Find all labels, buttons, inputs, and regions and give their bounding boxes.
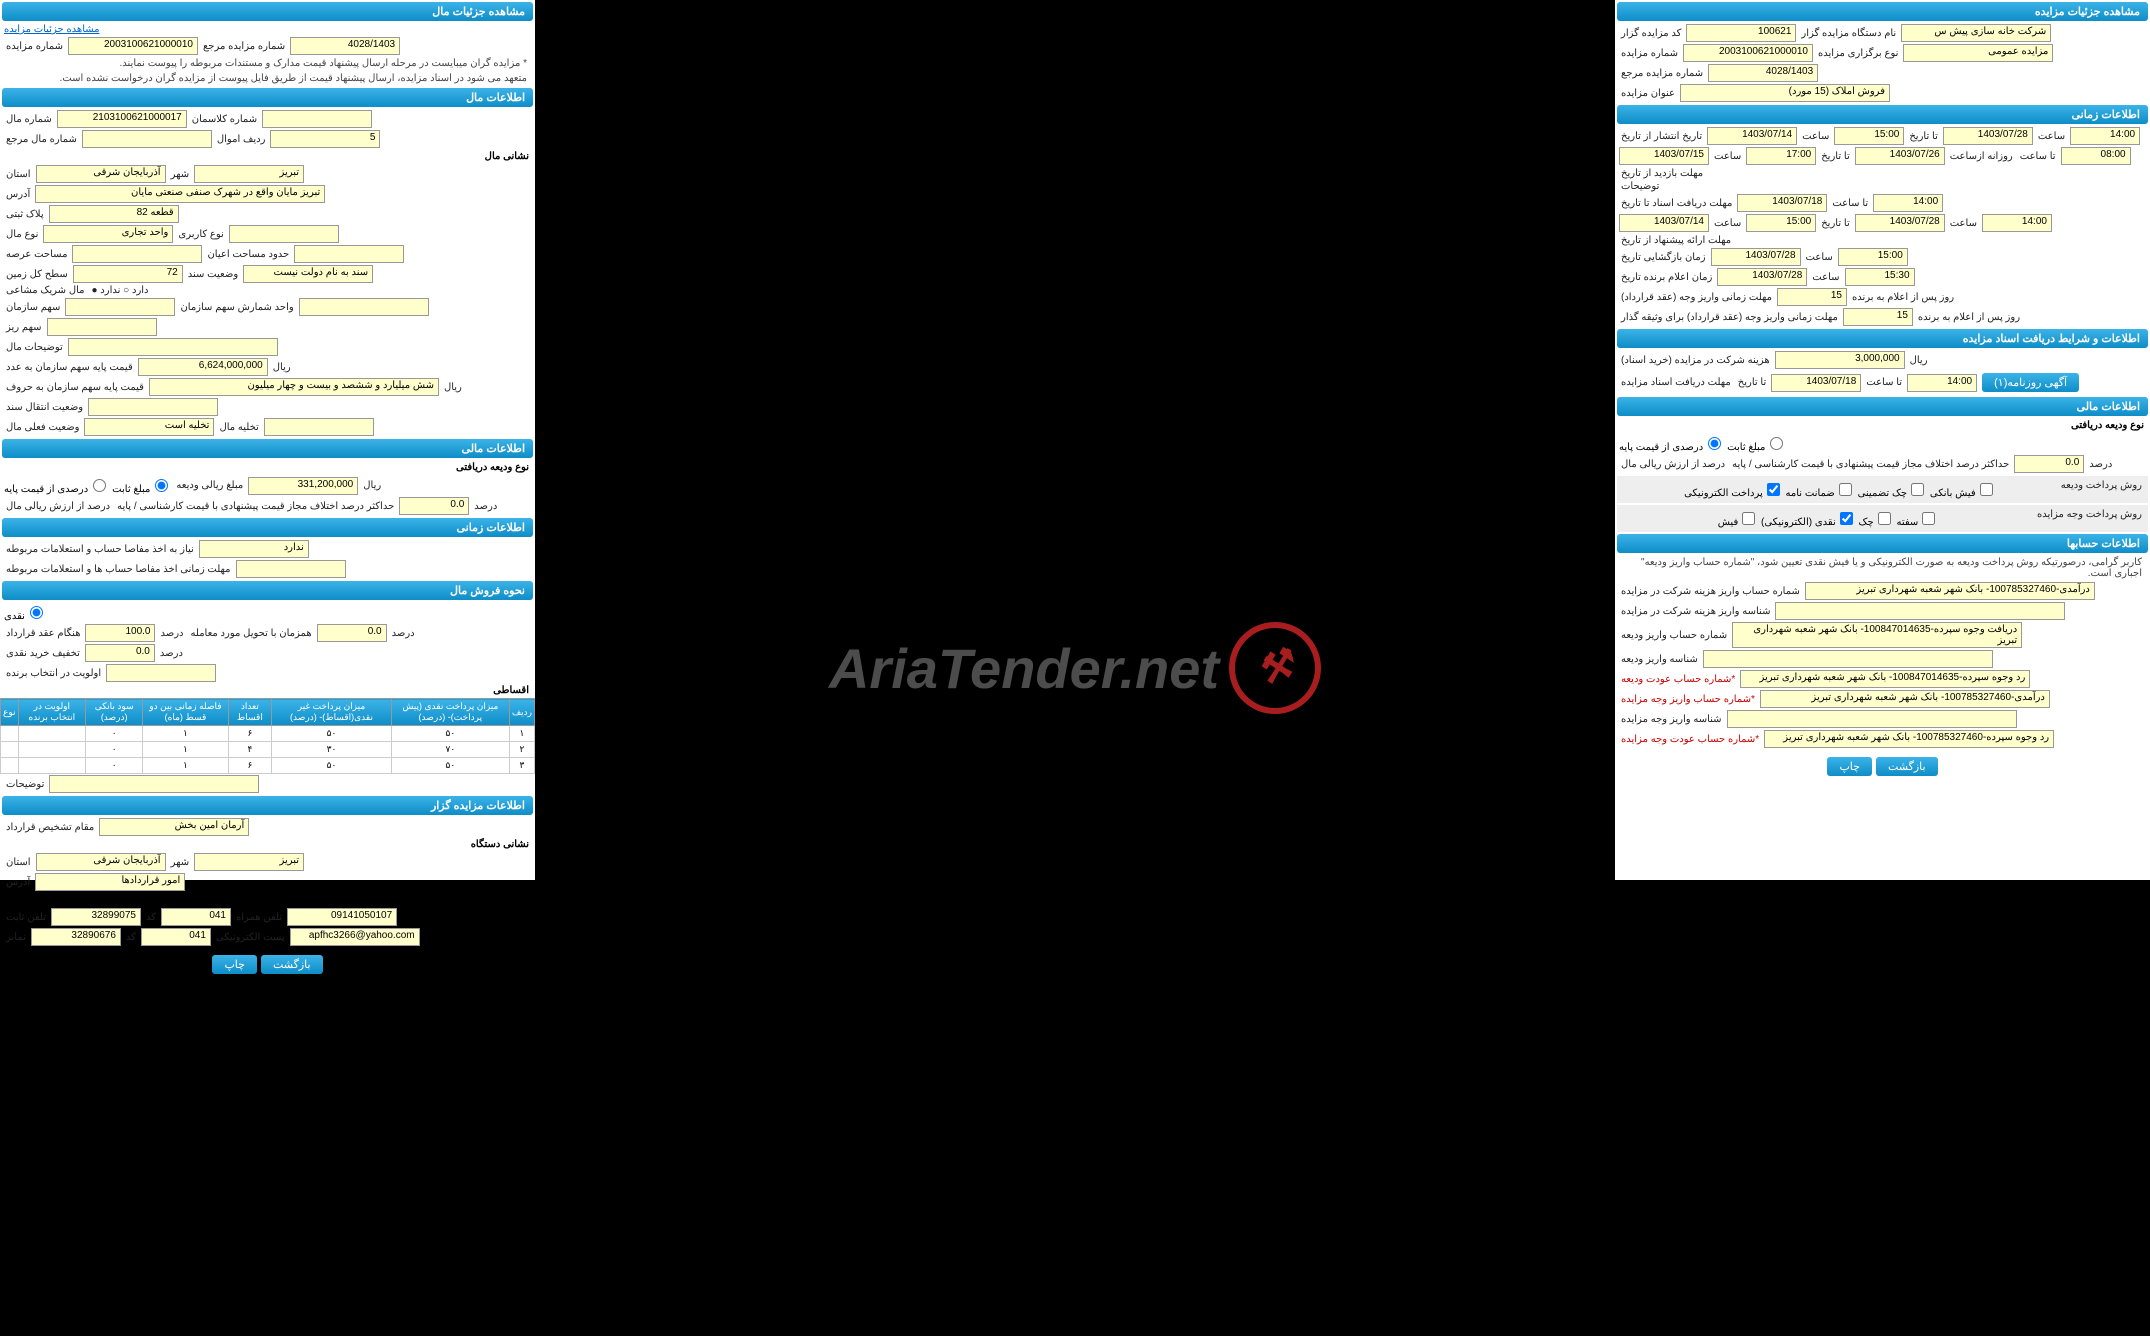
section-header: اطلاعات و شرایط دریافت اسناد مزایده	[1617, 329, 2148, 348]
org-name-field: شرکت خانه سازی پیش س	[1901, 24, 2051, 42]
fixed-amount-radio[interactable]	[1770, 437, 1783, 450]
auction-info: شرکت خانه سازی پیش سنام دستگاه مزایده گز…	[1615, 23, 2150, 103]
section-header: اطلاعات زمانی	[1617, 105, 2148, 124]
payment-method-bar: سفته چک نقدی (الکترونیکی) فیش روش پرداخت…	[1617, 505, 2148, 532]
section-header: اطلاعات زمانی	[2, 518, 533, 537]
org-code-field: 100621	[1686, 24, 1796, 42]
section-header: اطلاعات مال	[2, 88, 533, 107]
section-header: اطلاعات مالی	[1617, 397, 2148, 416]
section-header: اطلاعات مزایده گزار	[2, 796, 533, 815]
auction-no-field: 2003100621000010	[1683, 44, 1813, 62]
print-button[interactable]: چاپ	[1827, 757, 1872, 776]
watermark: ⚒AriaTender.net	[829, 622, 1321, 714]
back-button[interactable]: بازگشت	[1876, 757, 1938, 776]
percent-radio[interactable]	[1708, 437, 1721, 450]
ref-no-field: 4028/1403	[1708, 64, 1818, 82]
print-button[interactable]: چاپ	[212, 955, 257, 974]
warning-text: کاربر گرامی، درصورتیکه روش پرداخت ودیعه …	[1615, 555, 2150, 581]
section-header: مشاهده جزئیات مال	[2, 2, 533, 21]
deposit-method-bar: فیش بانکی چک تضمینی ضمانت نامه پرداخت ال…	[1617, 476, 2148, 503]
auction-details-panel: مشاهده جزئیات مزایده شرکت خانه سازی پیش …	[1615, 0, 2150, 880]
hammer-icon: ⚒	[1216, 609, 1334, 727]
installment-table: ردیفمیزان پرداخت نقدی (پیش پرداخت)- (درص…	[0, 698, 535, 774]
accounts-list: درآمدی-100785327460- بانک شهر شعبه شهردا…	[1615, 581, 2150, 749]
screen: مشاهده جزئیات مزایده شرکت خانه سازی پیش …	[0, 0, 2150, 1336]
section-header: اطلاعات حسابها	[1617, 534, 2148, 553]
newspaper-ad-button[interactable]: آگهی روزنامه(۱)	[1982, 373, 2079, 392]
view-auction-link[interactable]: مشاهده جزئیات مزایده	[4, 24, 100, 35]
title-field: فروش املاک (15 مورد)	[1680, 84, 1890, 102]
asset-details-panel: مشاهده جزئیات مال مشاهده جزئیات مزایده 4…	[0, 0, 535, 880]
section-header: اطلاعات مالی	[2, 439, 533, 458]
time-info: 14:00ساعت1403/07/28تا تاریخ15:00ساعت1403…	[1615, 126, 2150, 327]
section-header: مشاهده جزئیات مزایده	[1617, 2, 2148, 21]
section-header: نحوه فروش مال	[2, 581, 533, 600]
auction-type-field: مزایده عمومی	[1903, 44, 2053, 62]
back-button[interactable]: بازگشت	[261, 955, 323, 974]
